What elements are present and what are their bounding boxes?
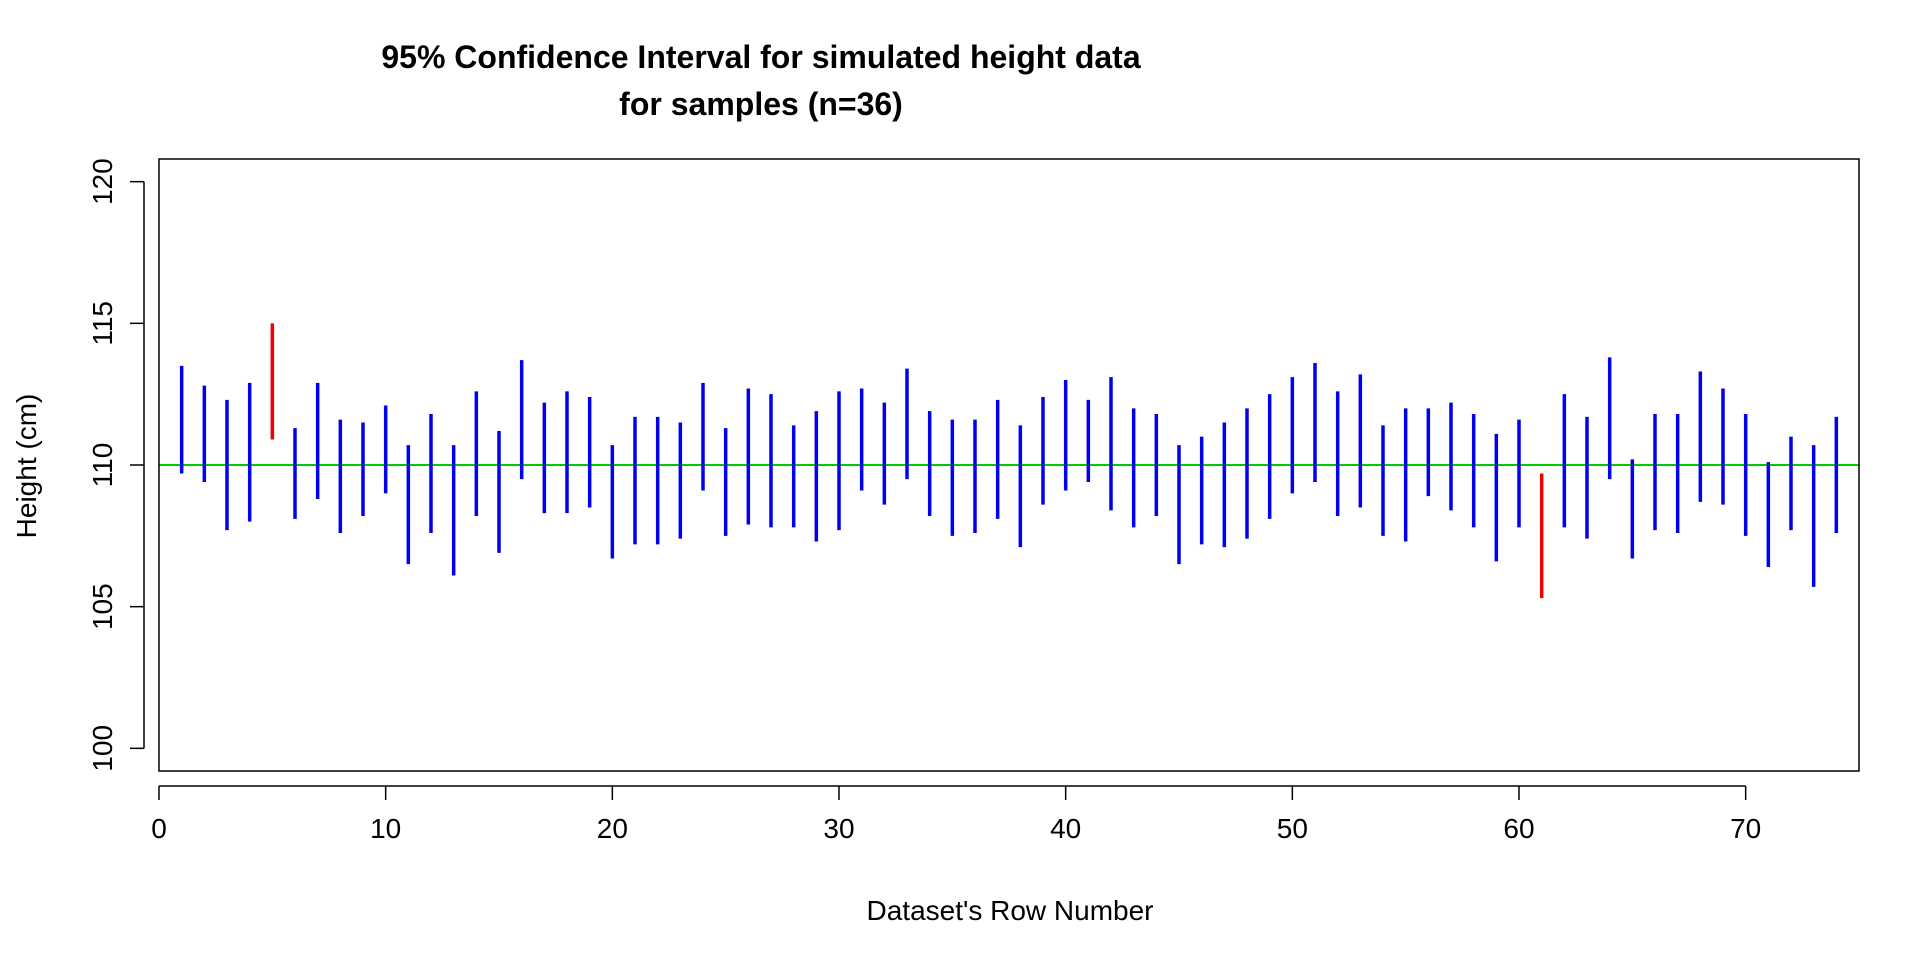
y-tick-label: 110 bbox=[87, 443, 118, 488]
chart-title: 95% Confidence Interval for simulated he… bbox=[381, 39, 1140, 75]
x-tick-label: 50 bbox=[1277, 813, 1308, 844]
x-tick-label: 20 bbox=[597, 813, 628, 844]
y-tick-label: 100 bbox=[87, 725, 118, 772]
y-tick-label: 120 bbox=[87, 158, 118, 205]
plot-contents bbox=[159, 323, 1859, 599]
y-tick-label: 105 bbox=[87, 583, 118, 630]
x-tick-label: 0 bbox=[151, 813, 167, 844]
y-axis-title: Height (cm) bbox=[11, 394, 42, 539]
x-tick-label: 40 bbox=[1050, 813, 1081, 844]
y-tick-label: 115 bbox=[87, 301, 118, 346]
x-tick-label: 10 bbox=[370, 813, 401, 844]
x-tick-label: 70 bbox=[1730, 813, 1761, 844]
plot-frame bbox=[158, 158, 1860, 772]
x-tick-label: 60 bbox=[1503, 813, 1534, 844]
chart-subtitle: for samples (n=36) bbox=[619, 86, 903, 122]
x-tick-label: 30 bbox=[823, 813, 854, 844]
x-axis-title: Dataset's Row Number bbox=[867, 895, 1154, 926]
